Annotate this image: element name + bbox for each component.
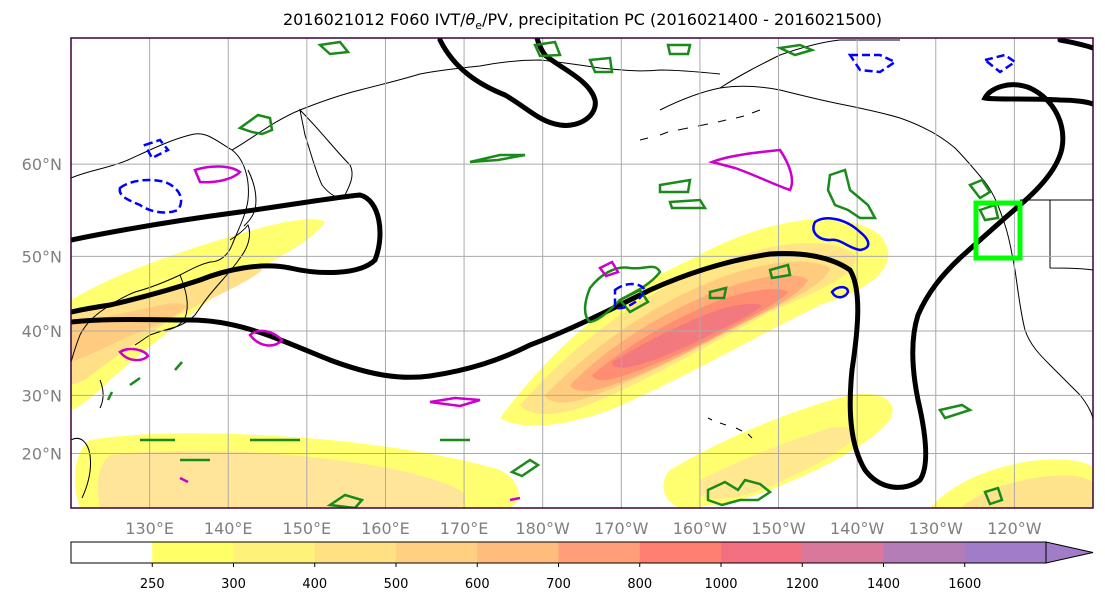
- colorbar-tick-label: 250: [140, 577, 165, 592]
- colorbar-tick-label: 800: [627, 577, 652, 592]
- colorbar-segment: [477, 542, 559, 563]
- title-prefix: 2016021012 F060 IVT/: [282, 10, 466, 29]
- colorbar-tick-label: 300: [221, 577, 246, 592]
- lon-tick-label: 150°W: [751, 519, 806, 538]
- lon-tick-label: 180°W: [516, 519, 571, 538]
- lat-tick-labels: 20°N 30°N 40°N 50°N 60°N: [22, 155, 62, 463]
- lon-tick-label: 160°W: [673, 519, 728, 538]
- colorbar-segment: [883, 542, 966, 563]
- map-layers: [71, 38, 1093, 508]
- colorbar-segment: [639, 542, 722, 563]
- colorbar-segment: [802, 542, 884, 563]
- colorbar-segment: [152, 542, 234, 563]
- colorbar-segment: [964, 542, 1047, 563]
- target-region-box: [973, 200, 1023, 261]
- plot-frame: [70, 37, 1094, 509]
- pv-magenta-contours: [118, 148, 794, 502]
- lon-tick-label: 120°W: [987, 519, 1042, 538]
- map-title: 2016021012 F060 IVT/θe/PV, precipitation…: [0, 10, 1105, 32]
- lon-tick-label: 130°E: [125, 519, 174, 538]
- colorbar-segment: [233, 542, 316, 563]
- colorbar-segment: [396, 542, 478, 563]
- lon-tick-label: 150°E: [283, 519, 332, 538]
- colorbar-tick-label: 400: [302, 577, 327, 592]
- lat-tick-label: 60°N: [22, 155, 62, 174]
- lat-tick-label: 50°N: [22, 247, 62, 266]
- lon-tick-labels: 130°E 140°E 150°E 160°E 170°E 180°W 170°W 160°W…: [125, 519, 1041, 538]
- colorbar-tick-label: 1000: [704, 577, 737, 592]
- colorbar-tick-label: 1600: [948, 577, 981, 592]
- title-theta-sub: e: [475, 19, 483, 33]
- lon-tick-label: 170°E: [440, 519, 489, 538]
- lat-tick-label: 30°N: [22, 386, 62, 405]
- lon-tick-label: 140°W: [830, 519, 885, 538]
- title-theta: θ: [465, 10, 476, 29]
- colorbar-extend-arrow: [1045, 541, 1094, 564]
- lon-tick-label: 160°E: [361, 519, 410, 538]
- colorbar-segment: [71, 542, 153, 563]
- theta-e-contours: [106, 40, 1004, 508]
- lon-tick-label: 170°W: [594, 519, 649, 538]
- lat-tick-label: 20°N: [22, 444, 62, 463]
- colorbar-tick-label: 1200: [786, 577, 819, 592]
- colorbar-segment: [314, 542, 397, 563]
- title-suffix: /PV, precipitation PC (2016021400 - 2016…: [482, 10, 883, 29]
- colorbar: 250 300 400 500 600 700 800 1000 1200 1400 1600: [70, 541, 1094, 592]
- lat-tick-label: 40°N: [22, 322, 62, 341]
- lon-tick-label: 130°W: [909, 519, 964, 538]
- colorbar-tick-label: 600: [465, 577, 490, 592]
- lon-tick-label: 140°E: [204, 519, 253, 538]
- colorbar-tick-label: 1400: [867, 577, 900, 592]
- pv-dashed-contours: [118, 53, 1018, 310]
- pv-solid-contours: [812, 217, 870, 299]
- graticule: [71, 38, 1093, 508]
- colorbar-tick-label: 500: [384, 577, 409, 592]
- colorbar-segment: [558, 542, 641, 563]
- colorbar-tick-label: 700: [546, 577, 571, 592]
- colorbar-segment: [721, 542, 803, 563]
